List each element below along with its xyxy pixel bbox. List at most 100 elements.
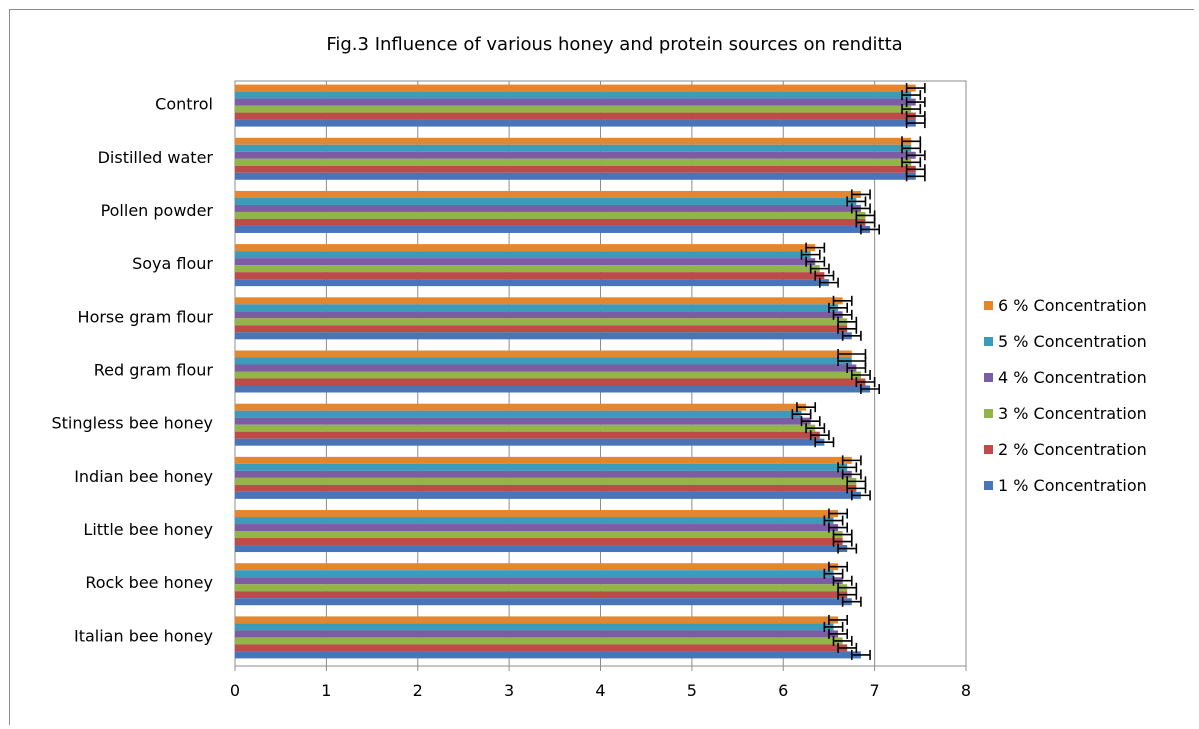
bar (235, 491, 861, 499)
category-label: Stingless bee honey (51, 414, 213, 433)
bar (235, 644, 848, 652)
bar (235, 538, 843, 546)
x-tick-label: 4 (595, 681, 605, 700)
bar (235, 225, 871, 233)
bar (235, 623, 834, 631)
bar (235, 197, 857, 205)
bar (235, 424, 816, 432)
legend-swatch (984, 481, 993, 490)
x-tick-label: 7 (870, 681, 880, 700)
category-label: Little bee honey (83, 520, 213, 539)
legend-swatch (984, 409, 993, 418)
legend-swatch (984, 445, 993, 454)
x-tick-label: 8 (961, 681, 971, 700)
category-label: Control (155, 95, 213, 114)
category-label: Indian bee honey (74, 467, 213, 486)
bar (235, 244, 816, 252)
bar (235, 651, 861, 659)
category-label: Red gram flour (94, 361, 214, 380)
bar (235, 311, 843, 319)
bar (235, 630, 839, 638)
bar (235, 98, 916, 106)
bar (235, 218, 866, 226)
legend-swatch (984, 337, 993, 346)
category-label: Horse gram flour (78, 307, 214, 326)
bar (235, 272, 825, 280)
bar (235, 105, 912, 113)
bar (235, 463, 848, 471)
bar (235, 137, 912, 145)
x-tick-label: 1 (321, 681, 331, 700)
bar (235, 584, 848, 592)
legend-label: 4 % Concentration (998, 368, 1147, 387)
bar (235, 570, 834, 578)
bar (235, 616, 839, 624)
legend-label: 2 % Concentration (998, 440, 1147, 459)
bar (235, 378, 866, 386)
x-tick-label: 3 (504, 681, 514, 700)
bar (235, 151, 916, 159)
category-label: Distilled water (98, 148, 214, 167)
bar (235, 91, 912, 99)
legend-swatch (984, 301, 993, 310)
bar (235, 477, 857, 485)
bar (235, 470, 852, 478)
bar (235, 456, 852, 464)
bar (235, 410, 802, 418)
chart-frame (9, 9, 1194, 725)
bar (235, 165, 916, 173)
legend-label: 3 % Concentration (998, 404, 1147, 423)
bar (235, 438, 825, 446)
bar (235, 251, 811, 259)
bar (235, 265, 820, 273)
category-label: Italian bee honey (74, 626, 213, 645)
bar (235, 144, 912, 152)
bar (235, 484, 857, 492)
bar (235, 172, 916, 180)
bar (235, 119, 916, 127)
bar (235, 371, 861, 379)
x-tick-label: 5 (687, 681, 697, 700)
bar (235, 325, 848, 333)
bar (235, 364, 857, 372)
bar (235, 258, 816, 266)
bar (235, 158, 912, 166)
bar (235, 637, 843, 645)
bar (235, 598, 852, 606)
bar (235, 417, 811, 425)
bar (235, 297, 843, 305)
legend-label: 1 % Concentration (998, 476, 1147, 495)
legend-swatch (984, 373, 993, 382)
bar (235, 211, 866, 219)
bar (235, 190, 861, 198)
bar (235, 591, 848, 599)
bar (235, 350, 852, 358)
bar (235, 332, 852, 340)
chart-title: Fig.3 Influence of various honey and pro… (326, 34, 903, 55)
bar (235, 403, 807, 411)
bar (235, 84, 916, 92)
x-tick-label: 6 (778, 681, 788, 700)
bar (235, 510, 839, 518)
category-label: Pollen powder (101, 201, 214, 220)
bar (235, 431, 820, 439)
bar (235, 563, 839, 571)
bar (235, 112, 916, 120)
legend-label: 6 % Concentration (998, 296, 1147, 315)
bar (235, 318, 848, 326)
category-label: Soya flour (132, 254, 213, 273)
x-tick-label: 2 (413, 681, 423, 700)
bar (235, 357, 852, 365)
bar (235, 204, 861, 212)
bar (235, 545, 848, 553)
bar (235, 524, 839, 532)
bar (235, 517, 834, 525)
x-tick-label: 0 (230, 681, 240, 700)
bar (235, 385, 871, 393)
bar (235, 577, 843, 585)
legend-label: 5 % Concentration (998, 332, 1147, 351)
bar (235, 531, 843, 539)
bar (235, 304, 839, 312)
bar (235, 279, 829, 287)
